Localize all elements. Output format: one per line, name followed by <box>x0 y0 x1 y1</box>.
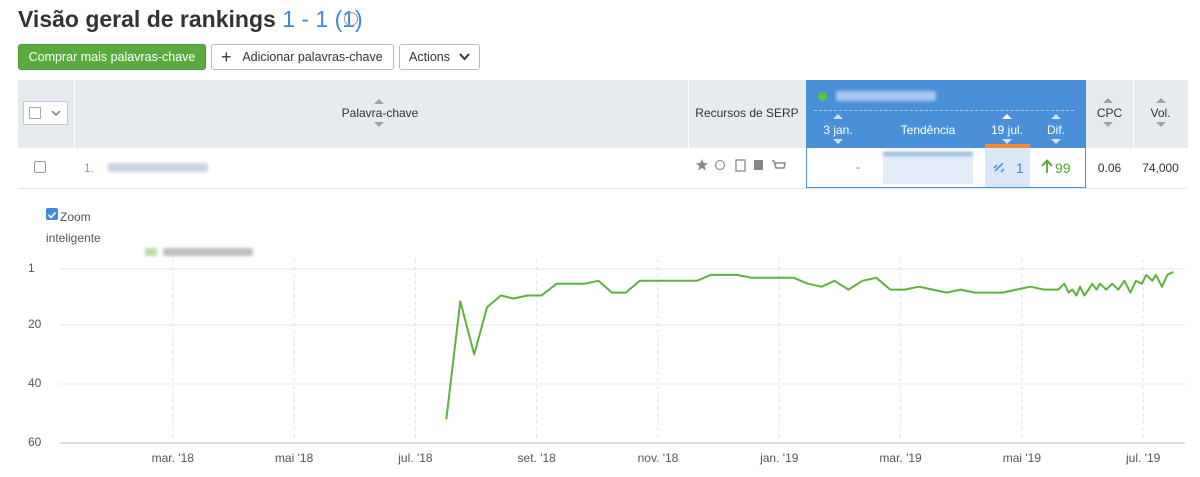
divider <box>1133 80 1134 148</box>
sort-down[interactable] <box>1051 139 1061 144</box>
active-sort <box>985 144 1030 148</box>
actions-button[interactable]: Actions <box>399 44 480 70</box>
sort-up[interactable] <box>1156 98 1166 103</box>
position-cell <box>985 148 1030 187</box>
x-tick-label: jul. '19 <box>1125 451 1161 465</box>
sort-down[interactable] <box>1002 139 1012 144</box>
sort-down[interactable] <box>833 139 843 144</box>
domain-blurred <box>836 91 936 101</box>
chart: 1 20 40 60 mar. '18 mai '18 jul. '18 set. '18 no… <box>28 259 1185 465</box>
chevron <box>459 53 470 61</box>
add-label: Adicionar palavras-chave <box>242 50 383 64</box>
zoom-checkbox[interactable] <box>46 208 58 220</box>
row-index: 1. <box>84 161 95 175</box>
legend-blurred <box>163 248 253 256</box>
sort-down[interactable] <box>1103 122 1113 127</box>
x-tick-label: jan. '19 <box>759 451 799 465</box>
x-tick-label: mar. '19 <box>879 451 922 465</box>
row-border <box>18 188 1188 189</box>
cpc: 0.06 <box>1097 161 1122 175</box>
divider <box>688 80 689 148</box>
ranking-line <box>445 271 1174 420</box>
sort-up[interactable] <box>1103 98 1113 103</box>
domain-dot <box>818 92 827 101</box>
y-tick-label: 40 <box>28 376 42 390</box>
column-header[interactable]: Dif. <box>1047 123 1065 137</box>
volume: 74,000 <box>1142 161 1179 175</box>
diff: 99 <box>1055 160 1071 176</box>
title: Visão geral de rankings <box>18 6 276 32</box>
column-header: Tendência <box>900 123 956 137</box>
plus-icon: + <box>221 47 232 67</box>
zoom-label: Zoom inteligente <box>46 210 101 245</box>
trend-sparkline[interactable] <box>883 152 973 184</box>
x-tick-label: mar. '18 <box>152 451 195 465</box>
x-tick-label: mai '19 <box>1003 451 1042 465</box>
add-button[interactable]: + Adicionar palavras-chave <box>211 44 394 70</box>
column-header[interactable]: 3 jan. <box>823 123 853 137</box>
sort-up[interactable] <box>833 114 843 119</box>
column-header[interactable]: CPC <box>1096 106 1123 120</box>
actions-label: Actions <box>409 50 450 64</box>
keyword-blurred[interactable] <box>108 163 208 172</box>
column-header: Recursos de SERP <box>695 106 799 120</box>
select-all[interactable] <box>23 101 68 125</box>
y-tick-label: 60 <box>28 435 42 449</box>
position: 1 <box>1016 160 1024 176</box>
column-header[interactable]: 19 jul. <box>990 123 1024 137</box>
separator <box>814 110 1074 111</box>
up-arrow <box>1041 159 1053 173</box>
buy-button[interactable]: Comprar mais palavras-chave <box>18 44 206 70</box>
legend-swatch <box>145 248 157 256</box>
sort-up[interactable] <box>1051 114 1061 119</box>
x-tick-label: nov. '18 <box>638 451 679 465</box>
sort-down[interactable] <box>374 122 384 127</box>
x-tick-label: jul. '18 <box>397 451 433 465</box>
x-tick-label: set. '18 <box>518 451 557 465</box>
row-checkbox[interactable] <box>34 161 46 173</box>
start-position: - <box>856 160 860 174</box>
page-title: Visão geral de rankings 1 - 1 (1) <box>18 6 363 33</box>
column-header[interactable]: Vol. <box>1150 106 1171 120</box>
x-tick-label: mai '18 <box>275 451 314 465</box>
serp-icons <box>696 159 786 172</box>
link-icon <box>993 162 1005 173</box>
domain-cell <box>806 148 1086 188</box>
y-tick-label: 1 <box>28 261 35 275</box>
info-icon[interactable] <box>344 12 358 26</box>
y-tick-label: 20 <box>28 317 42 331</box>
sort-up[interactable] <box>1002 114 1012 119</box>
sort-up[interactable] <box>374 99 384 104</box>
column-header[interactable]: Palavra-chave <box>341 106 419 120</box>
sort-down[interactable] <box>1156 122 1166 127</box>
divider <box>74 80 75 148</box>
